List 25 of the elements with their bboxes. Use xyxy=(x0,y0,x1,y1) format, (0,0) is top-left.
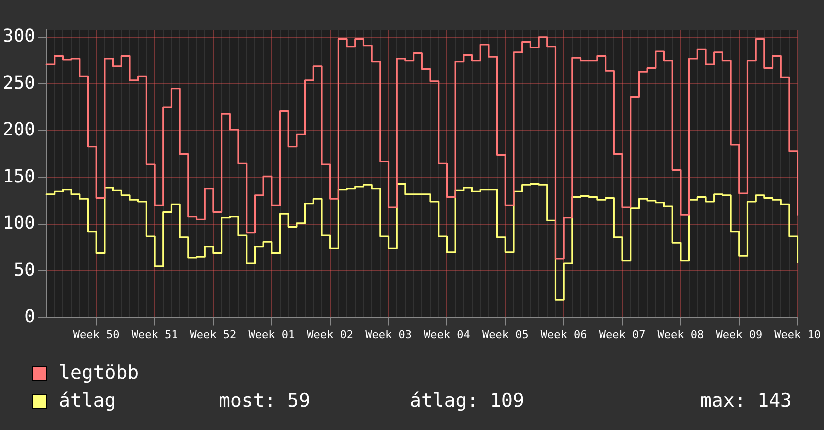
x-tick-label: Week 08 xyxy=(658,328,704,342)
text: max: 143 xyxy=(699,390,792,412)
x-tick-label: Week 02 xyxy=(307,328,354,342)
x-tick-label: Week 04 xyxy=(424,328,471,342)
x-tick-label: Week 05 xyxy=(482,328,529,342)
x-tick-label: Week 09 xyxy=(716,328,763,342)
text: most: 59 xyxy=(219,390,312,412)
x-tick-label: Week 52 xyxy=(190,328,237,342)
x-tick-label: Week 06 xyxy=(540,328,588,342)
y-tick-label: 100 xyxy=(2,213,36,234)
legend-label: legtöbb xyxy=(59,362,140,384)
y-tick-label: 250 xyxy=(2,72,36,94)
x-tick-label: Week 10 xyxy=(774,328,821,342)
x-tick-label: Week 01 xyxy=(248,328,296,342)
x-tick-label: Week 07 xyxy=(599,328,646,342)
legend-label: átlag xyxy=(59,390,118,412)
x-tick-label: Week 51 xyxy=(132,328,178,342)
x-tick-label: Week 50 xyxy=(73,328,120,342)
y-tick-label: 150 xyxy=(2,166,36,188)
y-tick-label: 200 xyxy=(2,120,36,141)
y-tick-label: 300 xyxy=(2,26,36,48)
y-tick-label: 50 xyxy=(14,260,36,281)
y-tick-label: 0 xyxy=(24,306,36,328)
x-tick-label: Week 03 xyxy=(366,328,412,342)
text: átlag: 109 xyxy=(410,390,526,412)
